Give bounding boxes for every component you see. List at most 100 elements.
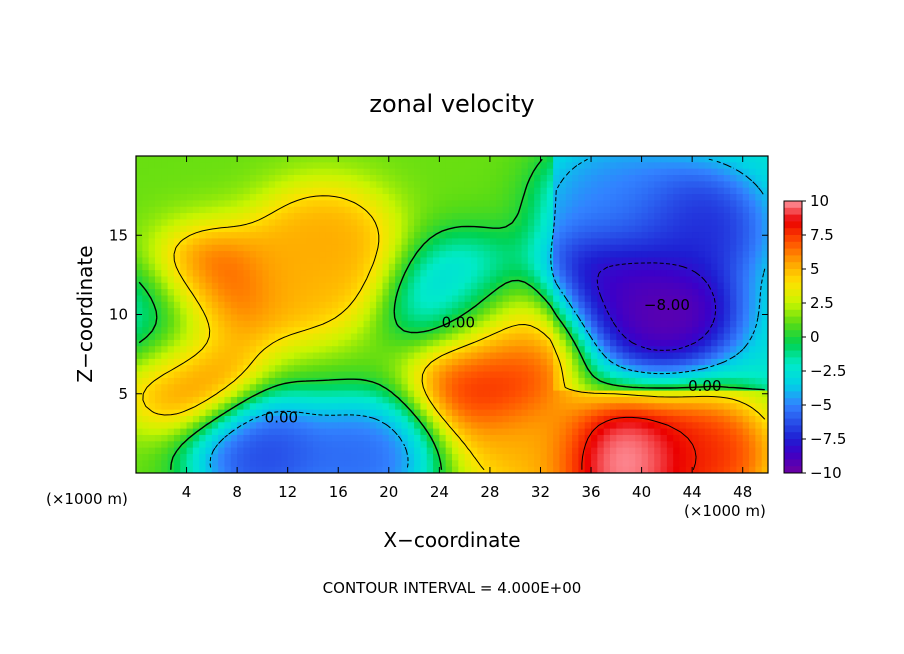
heatmap-cell (186, 162, 194, 170)
heatmap-cell (534, 358, 542, 366)
heatmap-cell (521, 181, 529, 189)
heatmap-cell (502, 295, 510, 303)
heatmap-cell (249, 396, 257, 404)
heatmap-cell (281, 377, 289, 385)
heatmap-cell (331, 301, 339, 309)
heatmap-cell (199, 181, 207, 189)
heatmap-cell (325, 219, 333, 227)
heatmap-cell (426, 181, 434, 189)
heatmap-cell (186, 333, 194, 341)
heatmap-cell (401, 352, 409, 360)
heatmap-cell (521, 434, 529, 442)
heatmap-cell (186, 219, 194, 227)
heatmap-cell (597, 276, 605, 284)
heatmap-cell (578, 276, 586, 284)
heatmap-cell (515, 403, 523, 411)
heatmap-cell (458, 251, 466, 259)
heatmap-cell (452, 365, 459, 373)
heatmap-cell (148, 422, 156, 430)
heatmap-cell (749, 428, 756, 436)
heatmap-cell (692, 352, 700, 360)
heatmap-cell (711, 282, 719, 290)
heatmap-cell (521, 466, 529, 473)
heatmap-cell (224, 371, 232, 379)
heatmap-cell (515, 453, 523, 461)
heatmap-cell (711, 175, 719, 182)
heatmap-cell (622, 384, 630, 392)
heatmap-cell (717, 346, 725, 354)
heatmap-cell (572, 219, 579, 227)
heatmap-cell (224, 415, 232, 423)
heatmap-cell (350, 282, 358, 290)
heatmap-cell (685, 257, 693, 265)
heatmap-cell (578, 225, 586, 233)
heatmap-cell (161, 187, 169, 195)
heatmap-cell (243, 225, 251, 233)
heatmap-cell (508, 194, 516, 201)
heatmap-cell (395, 466, 403, 473)
heatmap-cell (256, 333, 263, 341)
heatmap-cell (452, 194, 459, 201)
heatmap-cell (388, 276, 396, 284)
heatmap-cell (540, 428, 548, 436)
heatmap-cell (698, 447, 706, 455)
heatmap-cell (628, 225, 636, 233)
heatmap-cell (489, 308, 497, 316)
heatmap-cell (237, 352, 245, 360)
heatmap-cell (319, 422, 327, 430)
heatmap-cell (647, 219, 655, 227)
heatmap-cell (369, 263, 377, 271)
heatmap-cell (148, 333, 156, 341)
heatmap-cell (742, 441, 750, 449)
heatmap-cell (502, 244, 510, 252)
heatmap-cell (452, 403, 459, 411)
heatmap-cell (439, 377, 447, 385)
heatmap-cell (458, 327, 466, 335)
heatmap-cell (749, 434, 756, 442)
heatmap-cell (584, 327, 592, 335)
heatmap-cell (161, 295, 169, 303)
heatmap-cell (742, 206, 750, 214)
heatmap-cell (382, 168, 390, 176)
heatmap-cell (407, 263, 415, 271)
heatmap-cell (369, 308, 377, 316)
heatmap-cell (205, 308, 213, 316)
heatmap-cell (388, 289, 396, 297)
heatmap-cell (205, 384, 213, 392)
heatmap-cell (420, 447, 428, 455)
heatmap-cell (433, 308, 440, 316)
heatmap-cell (281, 276, 289, 284)
heatmap-cell (565, 434, 573, 442)
heatmap-cell (325, 289, 333, 297)
heatmap-cell (344, 396, 352, 404)
heatmap-cell (736, 162, 744, 170)
heatmap-cell (660, 371, 668, 379)
heatmap-cell (502, 447, 510, 455)
heatmap-cell (527, 333, 535, 341)
heatmap-cell (704, 244, 712, 252)
heatmap-cell (483, 441, 491, 449)
heatmap-cell (294, 301, 301, 309)
heatmap-cell (464, 390, 472, 398)
heatmap-cell (616, 403, 624, 411)
heatmap-cell (502, 422, 510, 430)
heatmap-cell (641, 206, 649, 214)
heatmap-cell (761, 371, 768, 379)
heatmap-cell (357, 314, 365, 322)
heatmap-cell (376, 396, 384, 404)
heatmap-cell (647, 314, 655, 322)
heatmap-cell (584, 175, 592, 182)
heatmap-cell (148, 428, 156, 436)
heatmap-cell (572, 308, 579, 316)
heatmap-cell (325, 384, 333, 392)
heatmap-cell (350, 301, 358, 309)
heatmap-cell (218, 168, 226, 176)
heatmap-cell (281, 466, 289, 473)
heatmap-cell (199, 270, 207, 278)
heatmap-cell (597, 225, 605, 233)
heatmap-cell (622, 301, 630, 309)
heatmap-cell (635, 200, 643, 208)
heatmap-cell (572, 333, 579, 341)
heatmap-cell (224, 282, 232, 290)
heatmap-cell (433, 352, 440, 360)
